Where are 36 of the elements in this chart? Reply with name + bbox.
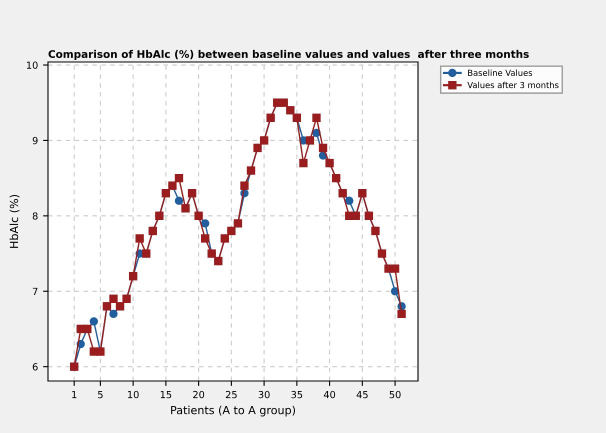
x-tick-label: 40	[324, 390, 336, 398]
point	[397, 310, 406, 318]
point	[390, 264, 400, 273]
y-tick-label: 6	[32, 363, 38, 371]
chart-title: Comparison of HbAlc (%) between baseline values and values after three months	[48, 50, 529, 60]
x-axis-title: Patients (A to A group)	[171, 406, 295, 416]
point	[312, 114, 321, 122]
point	[318, 144, 328, 152]
y-axis-title: HbAlc (%)	[10, 194, 20, 248]
point	[109, 310, 118, 318]
legend-label: Values after 3 months	[467, 82, 559, 88]
point	[345, 196, 354, 205]
point	[299, 158, 308, 168]
x-tick-label: 1	[72, 391, 76, 398]
y-tick-label: 9	[32, 136, 38, 144]
point	[201, 234, 210, 243]
x-tick-label: 10	[128, 390, 139, 398]
y-tick-label: 8	[32, 212, 38, 220]
point	[136, 234, 144, 243]
legend-label: Baseline Values	[468, 70, 532, 76]
point	[174, 196, 184, 205]
point	[201, 219, 210, 228]
x-tick-label: 50	[390, 390, 401, 398]
y-tick-label: 7	[32, 288, 38, 295]
point	[240, 182, 249, 190]
x-tick-label: 45	[356, 391, 368, 398]
x-tick-label: 35	[291, 390, 302, 398]
x-tick-label: 15	[160, 391, 172, 398]
point	[90, 317, 98, 326]
point	[109, 294, 118, 303]
x-tick-label: 5	[98, 391, 103, 398]
x-tick-label: 30	[258, 390, 270, 398]
x-tick-label: 20	[193, 390, 204, 398]
y-tick-label: 10	[26, 61, 38, 69]
point	[174, 174, 184, 182]
x-tick-label: 25	[226, 390, 237, 398]
